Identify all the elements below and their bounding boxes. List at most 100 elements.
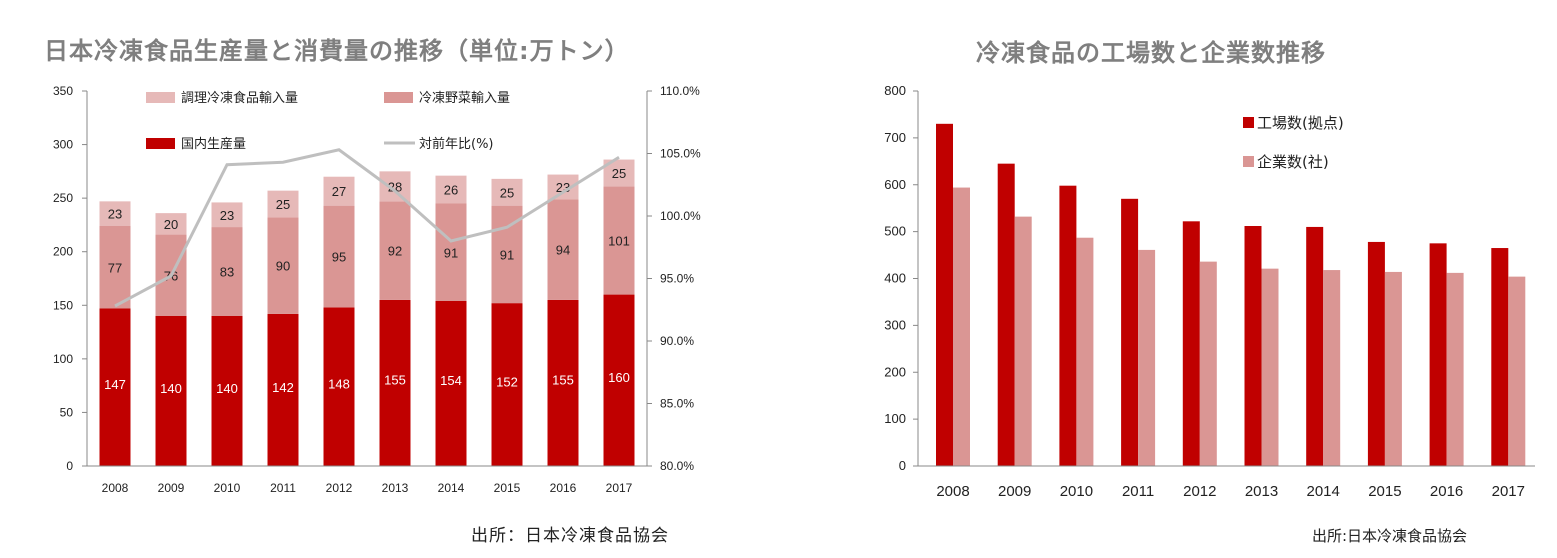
- bar-segment: [547, 199, 579, 300]
- y2-tick-label: 105.0%: [660, 147, 701, 161]
- data-label: 25: [276, 197, 290, 212]
- bar: [1138, 249, 1156, 466]
- bar: [1446, 272, 1464, 466]
- bar: [1199, 261, 1217, 466]
- data-label: 26: [444, 183, 458, 198]
- x-tick-label: 2009: [998, 483, 1031, 500]
- data-label: 148: [328, 377, 350, 392]
- left-source-note: 出所：日本冷凍食品協会: [471, 526, 669, 546]
- x-tick-label: 2011: [270, 481, 296, 495]
- y-tick-label: 400: [884, 271, 906, 286]
- bar-segment: [491, 303, 523, 466]
- data-label: 28: [388, 179, 402, 194]
- y2-tick-label: 80.0%: [660, 459, 694, 473]
- bar-segment: [435, 301, 467, 466]
- y-tick-label: 600: [884, 177, 906, 192]
- data-label: 152: [496, 374, 518, 389]
- y-tick-label: 800: [884, 83, 906, 98]
- bar-segment: [379, 201, 411, 300]
- bar-segment: [99, 308, 131, 466]
- x-tick-label: 2010: [1060, 483, 1093, 500]
- y-tick-label: 0: [66, 459, 73, 473]
- right-source-note: 出所:日本冷凍食品協会: [1312, 527, 1468, 545]
- x-tick-label: 2016: [550, 481, 577, 495]
- y2-tick-label: 100.0%: [660, 209, 701, 223]
- data-label: 140: [216, 381, 238, 396]
- legend-label: 工場数(拠点): [1257, 114, 1344, 132]
- bar-segment: [155, 316, 187, 466]
- bar-segment: [603, 186, 635, 295]
- bar: [1076, 237, 1094, 466]
- y-tick-label: 150: [53, 298, 73, 312]
- bar-segment: [267, 217, 299, 314]
- bar-segment: [603, 294, 635, 466]
- data-label: 140: [160, 381, 182, 396]
- data-label: 90: [276, 259, 290, 274]
- y-tick-label: 100: [884, 411, 906, 426]
- data-label: 95: [332, 250, 346, 265]
- y-tick-label: 50: [60, 405, 74, 419]
- bar: [953, 187, 970, 466]
- x-tick-label: 2011: [1122, 483, 1154, 500]
- legend-label: 対前年比(%): [419, 136, 494, 152]
- bar: [1491, 248, 1509, 466]
- bar-segment: [323, 176, 355, 206]
- y-tick-label: 100: [53, 352, 73, 366]
- bar-segment: [379, 171, 411, 202]
- data-label: 154: [440, 373, 462, 388]
- data-label: 23: [220, 208, 234, 223]
- x-tick-label: 2008: [936, 483, 969, 500]
- x-tick-label: 2017: [1492, 483, 1525, 500]
- legend-label: 調理冷凍食品輸入量: [181, 90, 298, 106]
- bar-segment: [435, 203, 467, 301]
- bar: [1323, 270, 1341, 466]
- data-label: 155: [384, 373, 406, 388]
- bar: [1182, 221, 1200, 466]
- data-label: 92: [388, 244, 402, 259]
- bar-segment: [211, 227, 243, 316]
- data-label: 101: [608, 233, 630, 248]
- left-chart-title: 日本冷凍食品生産量と消費量の推移（単位:万トン）: [44, 37, 630, 65]
- bar: [1367, 241, 1385, 466]
- data-label: 77: [108, 260, 122, 275]
- y2-tick-label: 85.0%: [660, 397, 694, 411]
- production-consumption-chart: 0 50 100 150 200 250 300 350 80.0% 85.0% 90.0% 95.0…: [53, 84, 701, 495]
- x-tick-label: 2012: [1183, 483, 1216, 500]
- bar-segment: [211, 202, 243, 228]
- data-label: 91: [500, 247, 514, 262]
- legend-swatch: [384, 92, 413, 103]
- data-label: 155: [552, 373, 574, 388]
- legend-label: 冷凍野菜輸入量: [419, 90, 510, 106]
- y2-tick-label: 90.0%: [660, 334, 694, 348]
- bar: [997, 163, 1015, 466]
- bar-segment: [323, 205, 355, 308]
- bar: [1429, 243, 1447, 466]
- y-tick-label: 200: [884, 364, 906, 379]
- y-tick-label: 250: [53, 191, 73, 205]
- legend-label: 企業数(社): [1257, 153, 1329, 171]
- data-label: 142: [272, 380, 294, 395]
- data-label: 160: [608, 370, 630, 385]
- x-tick-label: 2010: [214, 481, 241, 495]
- data-label: 25: [612, 166, 626, 181]
- y-tick-label: 500: [884, 224, 906, 239]
- legend-label: 国内生産量: [181, 136, 246, 152]
- data-label: 27: [332, 184, 346, 199]
- right-chart-title: 冷凍食品の工場数と企業数推移: [976, 39, 1326, 67]
- data-label: 83: [220, 265, 234, 280]
- y-tick-label: 350: [53, 84, 73, 98]
- x-tick-label: 2012: [326, 481, 353, 495]
- bar: [1121, 198, 1139, 466]
- data-label: 94: [556, 243, 570, 258]
- bar: [1059, 185, 1077, 466]
- bar-segment: [155, 213, 187, 235]
- y-tick-label: 300: [53, 138, 73, 152]
- y-tick-label: 300: [884, 317, 906, 332]
- x-tick-label: 2015: [494, 481, 521, 495]
- x-tick-label: 2013: [1245, 483, 1278, 500]
- bar: [1508, 276, 1526, 466]
- bar: [1261, 268, 1279, 466]
- bar-segment: [211, 316, 243, 466]
- bar: [1384, 271, 1402, 466]
